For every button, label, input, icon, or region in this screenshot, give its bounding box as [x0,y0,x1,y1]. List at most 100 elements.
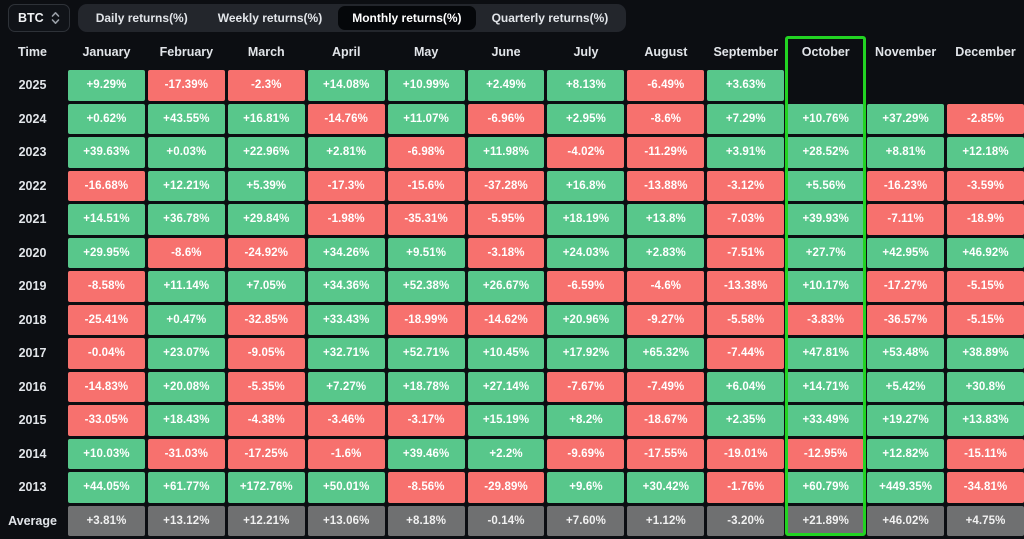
return-cell-2019-may: +52.38% [387,271,465,302]
return-cell-2013-november: +449.35% [867,472,945,503]
return-cell-2018-january: -25.41% [68,304,145,335]
return-cell-2022-october: +5.56% [787,170,865,201]
return-cell-2020-october: +27.7% [787,237,865,268]
month-header-february: February [159,44,214,59]
return-cell-2018-september: -5.58% [707,304,785,335]
return-cell-2015-february: +18.43% [147,405,225,436]
return-cell-average-august: +1.12% [627,505,705,536]
symbol-selector[interactable]: BTC [8,4,70,32]
return-cell-2019-january: -8.58% [68,271,145,302]
return-cell-2020-june: -3.18% [467,237,545,268]
return-cell-average-april: +13.06% [307,505,385,536]
return-cell-2019-august: -4.6% [627,271,705,302]
return-cell-2022-february: +12.21% [147,170,225,201]
return-cell-2014-february: -31.03% [147,438,225,469]
return-cell-2022-july: +16.8% [547,170,625,201]
return-cell-2018-november: -36.57% [867,304,945,335]
return-cell-2025-march: -2.3% [227,70,305,101]
return-cell-2013-july: +9.6% [547,472,625,503]
return-cell-average-july: +7.60% [547,505,625,536]
return-cell-2013-august: +30.42% [627,472,705,503]
return-cell-2025-october [787,70,864,101]
return-cell-2024-september: +7.29% [707,103,785,134]
return-cell-2020-december: +46.92% [947,237,1024,268]
return-cell-average-january: +3.81% [68,505,145,536]
row-label-2017: 2017 [18,346,47,361]
return-cell-2021-june: -5.95% [467,204,545,235]
return-cell-2017-august: +65.32% [627,338,705,369]
return-cell-2023-january: +39.63% [68,137,145,168]
return-cell-2015-april: -3.46% [307,405,385,436]
return-cell-2014-july: -9.69% [547,438,625,469]
return-cell-2015-october: +33.49% [787,405,865,436]
row-label-2016: 2016 [18,379,47,394]
row-label-2024: 2024 [18,111,47,126]
return-cell-2021-november: -7.11% [867,204,945,235]
return-cell-2016-september: +6.04% [707,371,785,402]
return-cell-2025-january: +9.29% [68,70,145,101]
month-header-december: December [955,44,1016,59]
month-header-july: July [573,44,599,59]
return-cell-2015-january: -33.05% [68,405,145,436]
row-label-2018: 2018 [18,312,47,327]
return-cell-2015-july: +8.2% [547,405,625,436]
return-cell-2016-november: +5.42% [867,371,945,402]
return-cell-2017-july: +17.92% [547,338,625,369]
return-cell-2016-june: +27.14% [467,371,545,402]
return-cell-2023-april: +2.81% [307,137,385,168]
return-cell-2019-september: -13.38% [707,271,785,302]
return-cell-2019-july: -6.59% [547,271,625,302]
row-label-2022: 2022 [18,178,47,193]
return-cell-2021-september: -7.03% [707,204,785,235]
return-cell-2020-may: +9.51% [387,237,465,268]
return-cell-2020-july: +24.03% [547,237,625,268]
month-header-august: August [644,44,688,59]
row-label-2015: 2015 [18,413,47,428]
return-cell-2015-november: +19.27% [867,405,945,436]
return-cell-2016-august: -7.49% [627,371,705,402]
return-cell-2016-february: +20.08% [147,371,225,402]
return-cell-2025-june: +2.49% [467,70,545,101]
return-cell-average-december: +4.75% [947,505,1024,536]
row-label-average: Average [8,513,57,528]
return-cell-2025-august: -6.49% [627,70,705,101]
return-cell-2018-july: +20.96% [547,304,625,335]
return-cell-2018-may: -18.99% [387,304,465,335]
return-cell-average-june: -0.14% [467,505,545,536]
row-label-2023: 2023 [18,145,47,160]
return-cell-2014-august: -17.55% [627,438,705,469]
return-cell-2014-november: +12.82% [867,438,945,469]
month-header-may: May [413,44,439,59]
return-cell-2017-may: +52.71% [387,338,465,369]
return-cell-2014-october: -12.95% [787,438,865,469]
return-cell-2021-february: +36.78% [147,204,225,235]
month-header-january: January [82,44,131,59]
return-cell-2023-june: +11.98% [467,137,545,168]
return-cell-2016-april: +7.27% [307,371,385,402]
return-cell-2020-august: +2.83% [627,237,705,268]
tab-daily[interactable]: Daily returns(%) [95,11,188,25]
return-cell-2022-november: -16.23% [867,170,945,201]
return-cell-2015-september: +2.35% [707,405,785,436]
heatmap-table: Time January February March April May June July… [0,36,1024,536]
return-cell-2025-april: +14.08% [307,70,385,101]
return-cell-2018-february: +0.47% [147,304,225,335]
return-cell-2022-may: -15.6% [387,170,465,201]
return-cell-2021-may: -35.31% [387,204,465,235]
return-cell-2014-may: +39.46% [387,438,465,469]
return-cell-2020-january: +29.95% [68,237,145,268]
return-cell-2023-september: +3.91% [707,137,785,168]
return-cell-2018-december: -5.15% [947,304,1024,335]
return-cell-2024-may: +11.07% [387,103,465,134]
tab-weekly[interactable]: Weekly returns(%) [217,11,323,25]
return-cell-2015-june: +15.19% [467,405,545,436]
return-cell-2013-december: -34.81% [947,472,1024,503]
tab-monthly[interactable]: Monthly returns(%) [338,6,476,30]
return-cell-2021-august: +13.8% [627,204,705,235]
tab-quarterly[interactable]: Quarterly returns(%) [491,11,609,25]
return-cell-2013-september: -1.76% [707,472,785,503]
return-cell-2022-september: -3.12% [707,170,785,201]
return-cell-2019-october: +10.17% [787,271,865,302]
month-header-september: September [713,44,779,59]
return-cell-2016-july: -7.67% [547,371,625,402]
